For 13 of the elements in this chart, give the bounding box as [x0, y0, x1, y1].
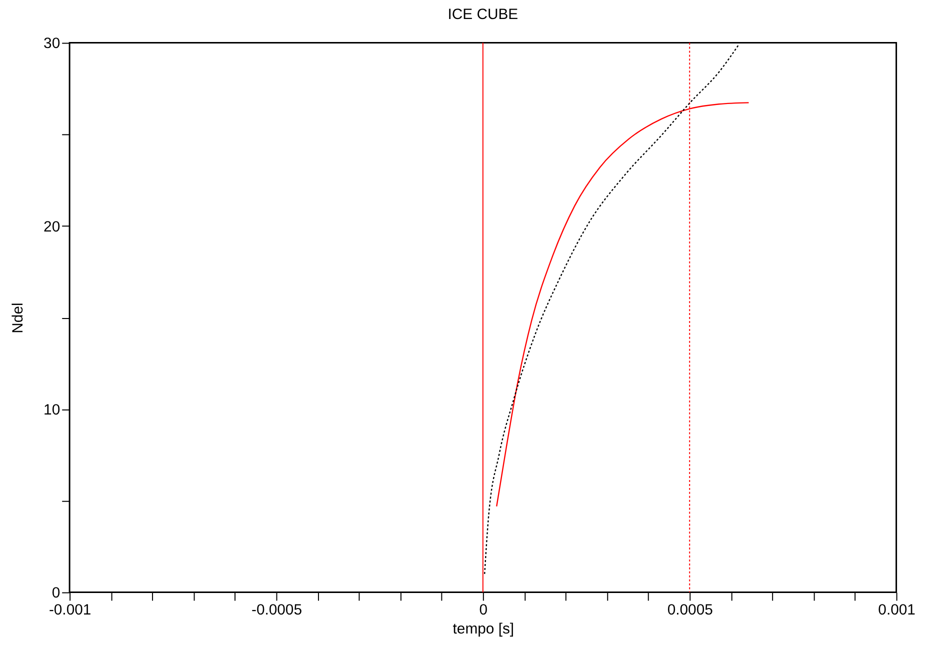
y-tick-label: 30	[44, 36, 60, 52]
chart-title: ICE CUBE	[448, 6, 518, 23]
x-tick-label: 0.001	[878, 602, 916, 619]
x-tick-label: -0.001	[48, 602, 92, 619]
y-tick-label: 0	[52, 586, 60, 602]
x-tick-label: -0.0005	[251, 602, 302, 619]
y-tick-label: 10	[44, 402, 60, 419]
x-tick-label: 0.0005	[667, 602, 713, 619]
line-series	[484, 44, 740, 575]
y-tick-label: 20	[44, 219, 60, 236]
x-axis-title: tempo [s]	[452, 622, 514, 638]
x-tick-label: 0	[479, 602, 488, 619]
y-axis-title: Ndel	[10, 302, 27, 334]
